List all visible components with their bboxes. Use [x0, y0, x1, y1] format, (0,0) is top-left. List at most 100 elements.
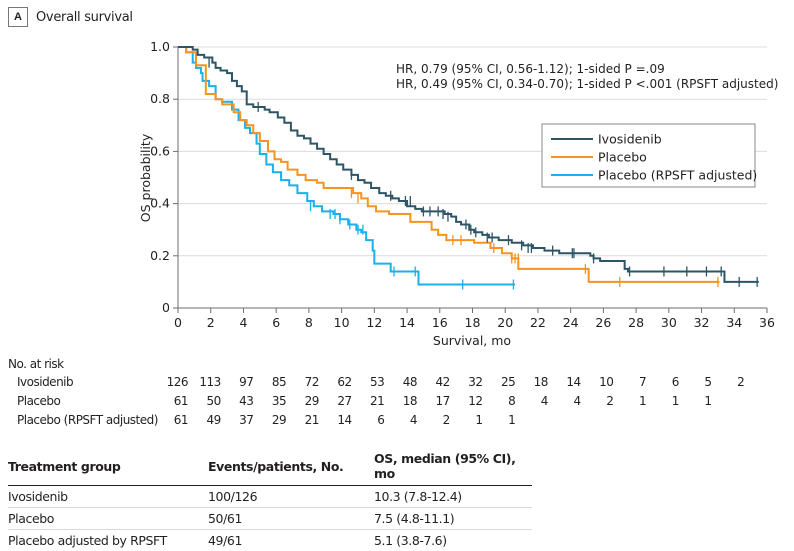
y-tick-label: 0.8 [150, 91, 170, 106]
at-risk-value: 126 [158, 375, 188, 389]
x-tick-label: 10 [334, 315, 350, 330]
x-tick-label: 4 [239, 315, 247, 330]
at-risk-value: 1 [682, 394, 712, 408]
y-ticks: 0 0.2 0.4 0.6 0.8 1.0 [150, 39, 178, 315]
y-tick-label: 1.0 [150, 39, 170, 54]
at-risk-value: 21 [354, 394, 384, 408]
at-risk-value: 4 [551, 394, 581, 408]
hr-annotation-2: HR, 0.49 (95% CI, 0.34-0.70); 1-sided P … [396, 77, 778, 91]
os-median-cell: 7.5 (4.8-11.1) [374, 508, 532, 530]
x-tick-label: 18 [465, 315, 481, 330]
at-risk-value: 35 [256, 394, 286, 408]
at-risk-value: 2 [420, 413, 450, 427]
at-risk-value: 37 [223, 413, 253, 427]
hr-annotations: HR, 0.79 (95% CI, 0.56-1.12); 1-sided P … [396, 62, 778, 91]
treatment-group-cell: Ivosidenib [8, 486, 208, 508]
treatment-group-cell: Placebo [8, 508, 208, 530]
at-risk-row-label: Ivosidenib [17, 375, 73, 389]
at-risk-value: 53 [354, 375, 384, 389]
x-tick-label: 26 [595, 315, 611, 330]
x-tick-label: 8 [305, 315, 313, 330]
at-risk-value: 72 [289, 375, 319, 389]
header-events-patients: Events/patients, No. [208, 448, 374, 486]
at-risk-value: 18 [387, 394, 417, 408]
legend: Ivosidenib Placebo Placebo (RPSFT adjusted… [542, 124, 757, 187]
legend-label: Placebo (RPSFT adjusted) [598, 168, 757, 183]
y-tick-label: 0.6 [150, 143, 170, 158]
x-tick-label: 30 [661, 315, 677, 330]
at-risk-row-label: Placebo (RPSFT adjusted) [17, 413, 158, 427]
at-risk-value: 32 [453, 375, 483, 389]
x-tick-label: 16 [432, 315, 448, 330]
y-tick-label: 0.4 [150, 196, 170, 211]
summary-row: Placebo adjusted by RPSFT 49/61 5.1 (3.8… [8, 530, 532, 551]
at-risk-value: 1 [485, 413, 515, 427]
at-risk-value: 6 [649, 375, 679, 389]
at-risk-value: 17 [420, 394, 450, 408]
x-tick-label: 12 [366, 315, 382, 330]
os-median-cell: 5.1 (3.8-7.6) [374, 530, 532, 551]
at-risk-value: 12 [453, 394, 483, 408]
at-risk-value: 50 [191, 394, 221, 408]
x-tick-label: 20 [497, 315, 513, 330]
at-risk-value: 2 [714, 375, 744, 389]
y-tick-label: 0 [162, 300, 170, 315]
at-risk-value: 7 [616, 375, 646, 389]
summary-header-row: Treatment group Events/patients, No. OS,… [8, 448, 532, 486]
treatment-group-cell: Placebo adjusted by RPSFT [8, 530, 208, 551]
at-risk-value: 49 [191, 413, 221, 427]
at-risk-value: 14 [551, 375, 581, 389]
x-tick-label: 24 [563, 315, 579, 330]
at-risk-value: 1 [453, 413, 483, 427]
at-risk-value: 10 [583, 375, 613, 389]
x-axis-label: Survival, mo [433, 333, 511, 348]
events-cell: 49/61 [208, 530, 374, 551]
summary-table: Treatment group Events/patients, No. OS,… [8, 448, 532, 551]
x-tick-label: 28 [628, 315, 644, 330]
summary-row: Ivosidenib 100/126 10.3 (7.8-12.4) [8, 486, 532, 508]
x-tick-label: 32 [694, 315, 710, 330]
x-tick-label: 0 [174, 315, 182, 330]
x-tick-label: 2 [207, 315, 215, 330]
events-cell: 100/126 [208, 486, 374, 508]
at-risk-value: 62 [322, 375, 352, 389]
hr-annotation-1: HR, 0.79 (95% CI, 0.56-1.12); 1-sided P … [396, 62, 665, 76]
x-tick-label: 22 [530, 315, 546, 330]
y-tick-label: 0.2 [150, 248, 170, 263]
at-risk-value: 97 [223, 375, 253, 389]
at-risk-value: 48 [387, 375, 417, 389]
events-cell: 50/61 [208, 508, 374, 530]
at-risk-value: 2 [583, 394, 613, 408]
header-treatment-group: Treatment group [8, 448, 208, 486]
at-risk-value: 27 [322, 394, 352, 408]
at-risk-value: 29 [256, 413, 286, 427]
at-risk-value: 4 [387, 413, 417, 427]
at-risk-value: 6 [354, 413, 384, 427]
summary-row: Placebo 50/61 7.5 (4.8-11.1) [8, 508, 532, 530]
legend-label: Ivosidenib [598, 132, 662, 147]
x-tick-label: 14 [399, 315, 415, 330]
at-risk-row-label: Placebo [17, 394, 60, 408]
x-tick-label: 34 [726, 315, 742, 330]
at-risk-value: 25 [485, 375, 515, 389]
at-risk-value: 43 [223, 394, 253, 408]
at-risk-value: 42 [420, 375, 450, 389]
at-risk-value: 5 [682, 375, 712, 389]
at-risk-value: 61 [158, 413, 188, 427]
header-os-median: OS, median (95% CI), mo [374, 448, 532, 486]
at-risk-value: 21 [289, 413, 319, 427]
at-risk-value: 61 [158, 394, 188, 408]
os-median-cell: 10.3 (7.8-12.4) [374, 486, 532, 508]
at-risk-value: 1 [616, 394, 646, 408]
legend-label: Placebo [598, 150, 647, 165]
at-risk-value: 1 [649, 394, 679, 408]
at-risk-value: 113 [191, 375, 221, 389]
at-risk-value: 4 [518, 394, 548, 408]
at-risk-value: 14 [322, 413, 352, 427]
x-tick-label: 6 [272, 315, 280, 330]
